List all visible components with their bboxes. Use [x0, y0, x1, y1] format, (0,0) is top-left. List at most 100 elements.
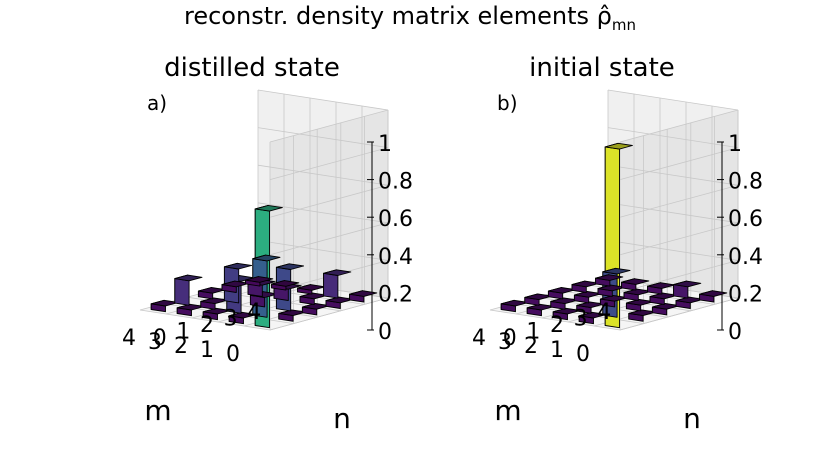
bar-top	[623, 288, 652, 296]
bar-top	[176, 303, 205, 311]
bar-m3-n2	[573, 291, 603, 304]
bar-m3-n0	[526, 303, 555, 317]
n-tick-label: 3	[574, 307, 588, 332]
bar-top	[673, 280, 702, 288]
bar-m3-n4	[621, 278, 650, 291]
bars	[150, 204, 378, 329]
bar-top	[299, 292, 328, 300]
n-tick-label: 4	[247, 300, 261, 325]
gridline	[619, 109, 739, 143]
m-tick-label: 3	[498, 330, 512, 355]
gridline	[257, 127, 389, 148]
right-pane	[620, 110, 738, 330]
bar-top	[595, 274, 624, 281]
gridline	[607, 89, 739, 111]
bar-top	[500, 299, 529, 307]
gridline	[139, 309, 271, 331]
gridline	[257, 202, 389, 224]
bar-m4-n2	[197, 287, 227, 300]
bar-top	[675, 296, 704, 304]
bar-top	[323, 269, 352, 276]
z-tick-label: 0.2	[378, 282, 413, 307]
gridline	[607, 240, 739, 261]
bar-m0-n1	[628, 309, 657, 322]
bar-top	[271, 280, 300, 287]
gridline	[269, 297, 389, 331]
bar-top	[275, 263, 305, 270]
bar-m2-n4	[647, 282, 676, 295]
bar-m1-n4	[323, 269, 352, 299]
bar-m4-n4	[245, 276, 274, 287]
gridline	[619, 147, 739, 180]
bar-m4-n3	[571, 280, 600, 293]
bar-top	[252, 254, 281, 262]
bar-m2-n2	[599, 295, 629, 308]
gridline	[607, 164, 739, 186]
gridline	[619, 222, 739, 256]
z-tick-label: 1	[728, 132, 742, 157]
bar-side-n	[323, 272, 339, 299]
bar-top	[278, 309, 307, 317]
m-tick-label: 2	[524, 334, 538, 359]
m-tick-label: 4	[472, 326, 486, 351]
m-tick-label: 3	[148, 330, 162, 355]
m-tick-label: 0	[576, 342, 590, 367]
bar-m1-n3	[649, 292, 678, 305]
bar-top	[550, 297, 579, 305]
bar-m2-n4	[297, 284, 326, 295]
bar-top	[325, 296, 354, 304]
panel-title: initial state	[529, 53, 675, 83]
bar-m4-n0	[150, 299, 179, 313]
bars	[500, 142, 728, 329]
bar-top	[649, 292, 678, 300]
m-tick-label: 1	[200, 338, 214, 363]
bar-m0-n3	[675, 296, 704, 309]
gridline	[619, 184, 739, 218]
z-tick-label: 1	[378, 132, 392, 157]
n-tick-label: 1	[526, 319, 540, 344]
bar-top	[223, 262, 253, 270]
bar-m1-n0	[228, 311, 257, 325]
z-tick-label: 0	[378, 320, 392, 345]
gridline	[607, 127, 739, 148]
bar-m3-n1	[200, 297, 229, 310]
gridline	[269, 109, 389, 143]
n-tick-label: 4	[597, 300, 611, 325]
bar-m0-n2	[301, 303, 331, 316]
bar-m2-n0	[202, 307, 231, 321]
m-axis-label: m	[494, 394, 521, 427]
bar-top	[651, 303, 681, 310]
bar-m0-n1	[278, 309, 307, 322]
bar-m4-n1	[524, 293, 553, 306]
n-axis-label: n	[683, 402, 701, 435]
gridline	[489, 309, 621, 331]
bar-top	[297, 284, 326, 291]
n-tick-label: 0	[503, 326, 517, 351]
bar-top	[573, 291, 603, 298]
bar-m1-n0	[578, 311, 607, 325]
gridline	[619, 260, 739, 293]
panel-label: a)	[147, 91, 167, 115]
gridline	[269, 222, 389, 256]
figure-title-subscript: mn	[612, 16, 636, 34]
bar-m2-n1	[576, 301, 605, 314]
bar-top	[202, 307, 231, 315]
bar-m2-n3	[623, 288, 652, 301]
bar-top	[699, 290, 728, 297]
figure-title: reconstr. density matrix elements ρ̂mn	[184, 2, 636, 34]
bar-top	[228, 311, 257, 319]
z-tick-label: 0.2	[728, 282, 763, 307]
n-tick-label: 0	[153, 326, 167, 351]
panel-label: b)	[497, 91, 518, 115]
bar-m0-n4	[699, 290, 728, 303]
n-tick-label: 2	[200, 313, 214, 338]
bar-top	[150, 299, 179, 307]
bar-top	[647, 282, 676, 289]
bar-top	[174, 274, 203, 282]
bar-m4-n3	[221, 280, 250, 293]
z-tick-label: 0.6	[378, 207, 413, 232]
bar-m3-n3	[597, 284, 626, 297]
bar-top	[571, 280, 600, 288]
